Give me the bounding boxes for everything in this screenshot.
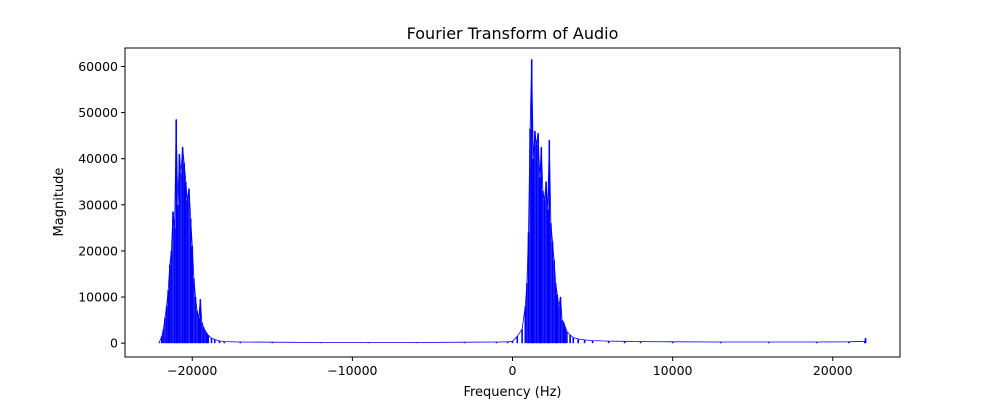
- y-tick-label: 60000: [78, 59, 118, 74]
- x-tick-label: 0: [509, 363, 517, 378]
- y-tick-label: 20000: [78, 243, 118, 258]
- x-tick-label: −10000: [327, 363, 377, 378]
- chart-title: Fourier Transform of Audio: [407, 24, 619, 43]
- y-ticks: 0 10000 20000 30000 40000 50000 60000: [78, 59, 125, 351]
- y-tick-label: 10000: [78, 290, 118, 305]
- axes-frame: [124, 47, 901, 358]
- y-tick-label: 0: [110, 336, 118, 351]
- spectrum-line: [159, 59, 866, 343]
- plot-area: [158, 59, 867, 344]
- x-tick-label: 10000: [653, 363, 693, 378]
- x-axis-label: Frequency (Hz): [463, 385, 561, 400]
- y-tick-label: 30000: [78, 197, 118, 212]
- x-tick-label: 20000: [813, 363, 853, 378]
- x-tick-label: −20000: [167, 363, 217, 378]
- y-axis-label: Magnitude: [52, 168, 67, 237]
- y-tick-label: 50000: [78, 105, 118, 120]
- y-tick-label: 40000: [78, 151, 118, 166]
- x-ticks: −20000 −10000 0 10000 20000: [167, 357, 853, 378]
